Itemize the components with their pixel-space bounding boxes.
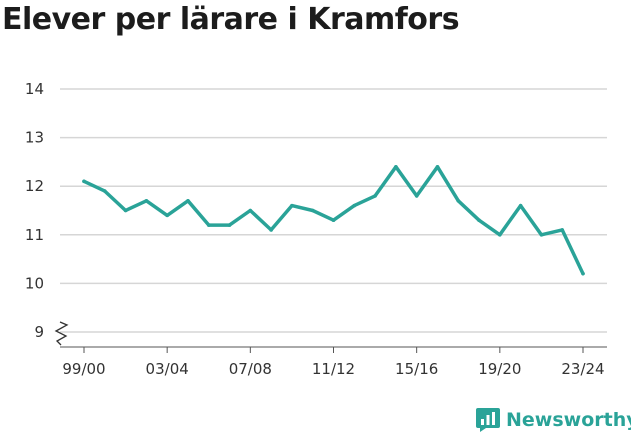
- data-point: [477, 218, 481, 223]
- x-tick-label: 19/20: [478, 360, 521, 378]
- data-point: [352, 203, 357, 208]
- y-tick-label: 14: [25, 80, 44, 98]
- y-tick-label: 12: [25, 177, 44, 195]
- x-axis: 99/00 03/04 07/08 11/12 15/16 19/20 23/24: [54, 321, 607, 378]
- x-tick-label: 15/16: [395, 360, 438, 378]
- chart-title: Elever per lärare i Kramfors: [2, 2, 460, 37]
- data-point: [165, 213, 169, 218]
- gridlines: [60, 88, 607, 333]
- brand-name: Newsworthy: [506, 409, 631, 431]
- newsworthy-logo-icon: [476, 408, 500, 432]
- newsworthy-brand: Newsworthy: [476, 408, 631, 432]
- data-point: [331, 218, 336, 223]
- data-point: [394, 164, 398, 169]
- y-tick-label: 9: [34, 323, 44, 341]
- x-tick-label: 99/00: [62, 360, 105, 378]
- data-point: [102, 189, 107, 193]
- x-tick-label: 03/04: [146, 360, 189, 378]
- data-point: [123, 208, 128, 213]
- data-point: [310, 208, 315, 213]
- y-tick-label: 10: [25, 274, 44, 292]
- series-lines: [82, 164, 585, 276]
- data-point: [269, 228, 273, 232]
- data-point: [290, 203, 294, 208]
- data-point: [539, 233, 544, 237]
- data-point: [435, 164, 440, 169]
- x-tick-label: 07/08: [229, 360, 272, 378]
- data-point: [227, 223, 232, 227]
- data-point: [518, 203, 523, 208]
- data-point: [186, 198, 190, 203]
- data-point: [581, 271, 585, 276]
- data-point: [82, 179, 86, 184]
- data-point: [456, 198, 461, 203]
- y-axis-ticks: 9 10 11 12 13 14: [25, 80, 44, 341]
- data-point: [498, 233, 502, 237]
- axis-break-icon: [54, 321, 69, 346]
- data-point: [144, 198, 149, 203]
- data-point: [560, 228, 565, 232]
- y-tick-label: 13: [25, 129, 44, 147]
- x-tick-label: 23/24: [561, 360, 604, 378]
- data-point: [206, 223, 211, 227]
- x-tick-label: 11/12: [312, 360, 355, 378]
- data-point: [373, 194, 377, 198]
- data-point: [248, 208, 253, 213]
- y-tick-label: 11: [25, 226, 44, 244]
- data-point: [414, 194, 419, 198]
